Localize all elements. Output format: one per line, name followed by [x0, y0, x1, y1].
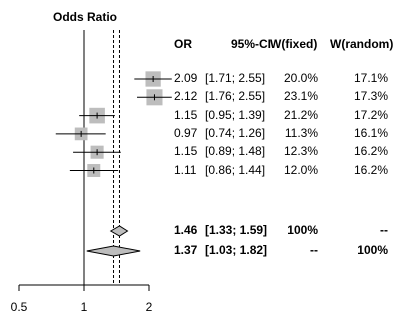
cell-ci: [1.33; 1.59] — [205, 223, 268, 237]
column-header-ci: 95%-CI — [231, 37, 272, 51]
cell-w-random: -- — [380, 223, 388, 237]
summary-diamond — [86, 245, 141, 257]
cell-w-random: 100% — [357, 243, 388, 257]
cell-or: 2.12 — [174, 89, 198, 104]
cell-w-fixed: -- — [310, 243, 318, 257]
cell-or: 1.37 — [174, 243, 198, 257]
cell-w-fixed: 100% — [287, 223, 318, 237]
cell-w-random: 16.2% — [353, 162, 388, 177]
x-tick-label: 1 — [81, 300, 88, 314]
cell-w-random: 17.1% — [353, 71, 388, 85]
axis-title: Odds Ratio — [53, 10, 118, 24]
column-header-w-random: W(random) — [330, 37, 393, 51]
cell-w-random: 16.1% — [353, 125, 388, 140]
cell-ci: [0.95; 1.39] — [205, 107, 266, 122]
x-tick-label: 2 — [146, 300, 153, 314]
cell-ci: [1.76; 2.55] — [205, 89, 266, 104]
column-header-or: OR — [174, 37, 192, 51]
column-header-w-fixed: W(fixed) — [270, 37, 318, 51]
cell-ci: [0.74; 1.26] — [205, 125, 266, 140]
cell-ci: [1.03; 1.82] — [205, 243, 268, 257]
cell-or: 2.09 — [174, 71, 198, 85]
cell-w-random: 17.3% — [353, 89, 388, 104]
cell-w-fixed: 20.0% — [283, 71, 318, 85]
cell-or: 1.15 — [174, 144, 198, 159]
cell-or: 1.46 — [174, 223, 198, 237]
summary-diamond — [109, 225, 129, 237]
cell-or: 1.11 — [174, 162, 197, 177]
cell-w-random: 16.2% — [353, 144, 388, 159]
cell-w-fixed: 21.2% — [283, 107, 318, 122]
cell-w-fixed: 11.3% — [284, 125, 318, 140]
x-tick-label: 0.5 — [11, 300, 28, 314]
cell-w-fixed: 12.0% — [283, 162, 318, 177]
cell-ci: [0.86; 1.44] — [205, 162, 266, 177]
cell-or: 1.15 — [174, 107, 198, 122]
cell-w-random: 17.2% — [353, 107, 388, 122]
cell-w-fixed: 23.1% — [283, 89, 318, 104]
cell-w-fixed: 12.3% — [283, 144, 318, 159]
cell-ci: [0.89; 1.48] — [205, 144, 266, 159]
cell-ci: [1.71; 2.55] — [205, 71, 266, 85]
cell-or: 0.97 — [174, 125, 198, 140]
